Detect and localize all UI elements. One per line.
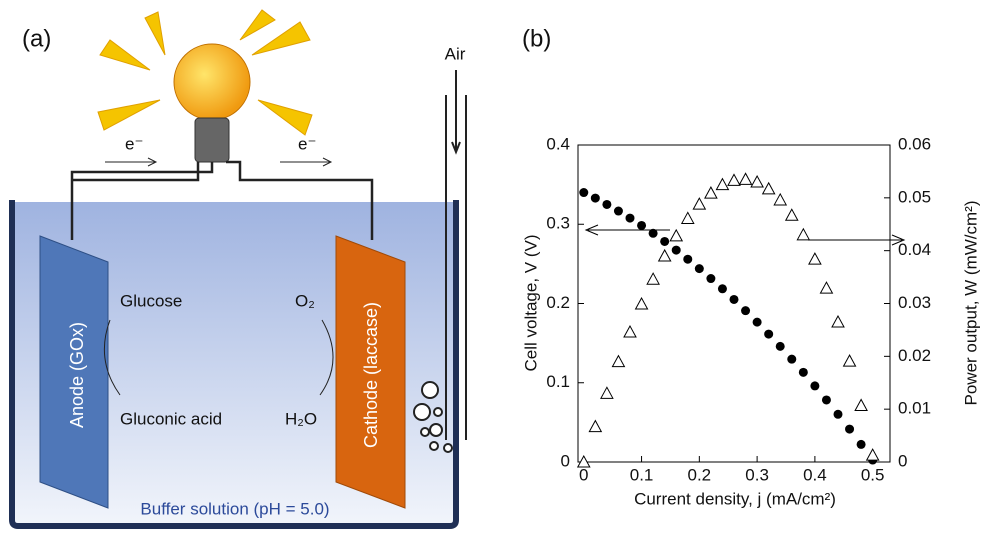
triangle-point	[867, 449, 879, 460]
x-tick-label: 0.4	[803, 465, 827, 484]
x-tick-label: 0.5	[861, 465, 885, 484]
circle-point	[845, 425, 854, 434]
y2-tick-label: 0.01	[898, 399, 931, 418]
circle-point	[602, 200, 611, 209]
electron-label: e⁻	[298, 134, 316, 153]
bulb	[174, 44, 250, 120]
x-tick-label: 0	[579, 465, 588, 484]
triangle-point	[809, 253, 821, 264]
circle-point	[741, 306, 750, 315]
triangle-point	[797, 229, 809, 240]
circle-point	[614, 207, 623, 216]
circle-point	[706, 274, 715, 283]
triangle-point	[647, 273, 659, 284]
triangle-point	[786, 209, 798, 220]
circle-point	[776, 342, 785, 351]
x-tick-label: 0.1	[630, 465, 654, 484]
y2-axis-label: Power output, W (mW/cm²)	[961, 201, 980, 406]
circle-point	[591, 194, 600, 203]
circle-point	[695, 264, 704, 273]
panel-label: (b)	[522, 25, 551, 52]
triangle-point	[612, 356, 624, 367]
triangle-point	[624, 326, 636, 337]
circle-point	[660, 237, 669, 246]
y2-tick-label: 0.05	[898, 187, 931, 206]
panel-label: (a)	[22, 25, 51, 52]
circle-point	[579, 188, 588, 197]
circle-point	[626, 214, 635, 223]
triangle-point	[716, 179, 728, 190]
triangle-point	[832, 316, 844, 327]
y-tick-label: 0.3	[546, 214, 570, 233]
x-tick-label: 0.3	[745, 465, 769, 484]
triangle-point	[589, 421, 601, 432]
figure: (a) e⁻ e⁻ Anode (GOx) Cathode (laccase) …	[0, 0, 987, 529]
x-tick-label: 0.2	[688, 465, 712, 484]
cathode-label: Cathode (laccase)	[361, 302, 381, 448]
product: H₂O	[285, 409, 317, 428]
circle-point	[730, 295, 739, 304]
electron-label: e⁻	[125, 134, 143, 153]
circle-point	[753, 318, 762, 327]
reactant: O₂	[295, 291, 315, 310]
y-tick-label: 0.2	[546, 293, 570, 312]
triangle-point	[659, 250, 671, 261]
triangle-point	[774, 194, 786, 205]
circle-point	[834, 410, 843, 419]
y2-tick-label: 0.02	[898, 346, 931, 365]
triangle-point	[682, 212, 694, 223]
circle-point	[649, 229, 658, 238]
circle-point	[822, 395, 831, 404]
y-tick-label: 0.4	[546, 134, 570, 153]
triangle-point	[601, 387, 613, 398]
circle-point	[637, 221, 646, 230]
circle-point	[799, 368, 808, 377]
air-label: Air	[445, 44, 466, 63]
reactant: Glucose	[120, 291, 182, 310]
triangle-point	[670, 230, 682, 241]
bulb-base	[195, 118, 229, 162]
triangle-point	[751, 176, 763, 187]
anode-label: Anode (GOx)	[67, 322, 87, 428]
circle-point	[764, 330, 773, 339]
y-tick-label: 0	[561, 451, 570, 470]
circle-point	[683, 255, 692, 264]
circle-point	[672, 246, 681, 255]
circle-point	[718, 284, 727, 293]
triangle-point	[844, 355, 856, 366]
triangle-point	[693, 198, 705, 209]
triangle-point	[728, 174, 740, 185]
product: Gluconic acid	[120, 409, 222, 428]
buffer-label: Buffer solution (pH = 5.0)	[140, 499, 329, 518]
triangle-point	[705, 187, 717, 198]
y2-tick-label: 0.03	[898, 293, 931, 312]
triangle-point	[740, 173, 752, 184]
y2-tick-label: 0	[898, 451, 907, 470]
triangle-point	[855, 399, 867, 410]
circle-point	[810, 381, 819, 390]
y2-tick-label: 0.06	[898, 134, 931, 153]
triangle-point	[763, 183, 775, 194]
triangle-point	[820, 282, 832, 293]
circle-point	[787, 355, 796, 364]
triangle-point	[636, 298, 648, 309]
circle-point	[857, 440, 866, 449]
axis-pointer-arrows	[586, 225, 904, 245]
y-tick-label: 0.1	[546, 372, 570, 391]
y2-tick-label: 0.04	[898, 240, 931, 259]
y-axis-label: Cell voltage, V (V)	[521, 235, 540, 372]
x-axis-label: Current density, j (mA/cm²)	[634, 489, 836, 508]
